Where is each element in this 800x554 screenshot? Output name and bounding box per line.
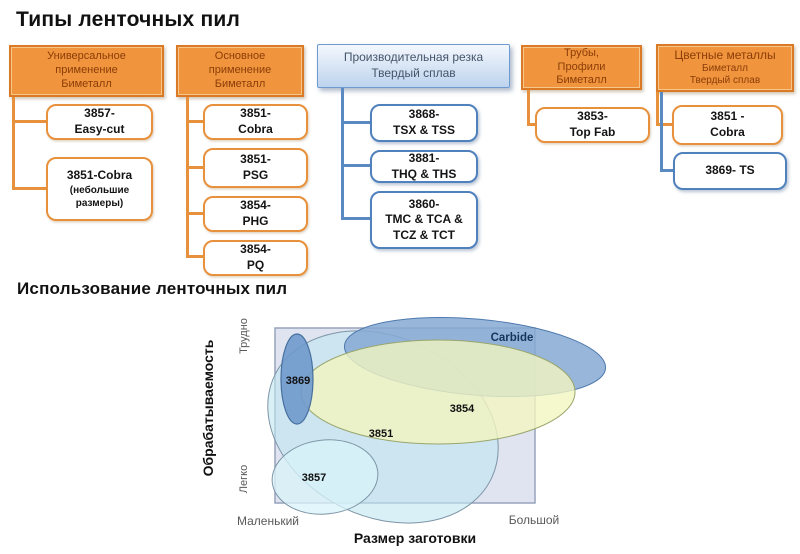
node-3854-pq: 3854- PQ: [203, 240, 308, 276]
connector-line: [186, 255, 203, 258]
header-sub-label: Биметалл Твердый сплав: [689, 62, 761, 87]
node-3851-cobra: 3851- Cobra: [203, 104, 308, 140]
label-3857: 3857: [302, 472, 326, 484]
node-3869-ts: 3869- TS: [673, 152, 787, 190]
node-3851-cobra-small: 3851-Cobra (небольшие размеры): [46, 157, 153, 221]
connector-line: [12, 120, 46, 123]
connector-line: [186, 97, 189, 258]
node-3851-psg: 3851- PSG: [203, 148, 308, 188]
x-axis-title: Размер заготовки: [354, 530, 476, 546]
node-3853-top-fab: 3853- Top Fab: [535, 107, 650, 143]
header-universal: Универсальное применение Биметалл: [9, 45, 164, 97]
x-tick-large: Большой: [509, 513, 560, 527]
node-3854-phg: 3854- PHG: [203, 196, 308, 232]
connector-line: [186, 120, 203, 123]
node-label: 3851-Cobra: [66, 168, 133, 183]
label-carbide: Carbide: [491, 332, 534, 344]
y-tick-easy: Легко: [238, 465, 250, 493]
connector-line: [656, 123, 672, 126]
label-3869: 3869: [286, 375, 310, 387]
connector-line: [656, 92, 659, 126]
header-main-label: Цветные металлы: [674, 48, 776, 63]
node-sublabel: (небольшие размеры): [69, 184, 130, 209]
connector-line: [341, 217, 370, 220]
types-title: Типы ленточных пил: [16, 8, 240, 31]
node-3860-tmc-tca-tcz-tct: 3860- TMC & TCA & TCZ & TCT: [370, 191, 478, 249]
connector-line: [12, 97, 15, 190]
y-axis-title: Обрабатываемость: [200, 339, 216, 476]
connector-line: [12, 187, 46, 190]
node-3857-easy-cut: 3857- Easy-cut: [46, 104, 153, 140]
connector-line: [186, 166, 203, 169]
connector-line: [660, 169, 673, 172]
usage-title: Использование ленточных пил: [17, 279, 288, 298]
node-3851-cobra-nonferrous: 3851 - Cobra: [672, 105, 783, 145]
connector-line: [527, 90, 530, 126]
header-productive-cutting: Производительная резка Твердый сплав: [317, 44, 510, 88]
connector-line: [660, 92, 663, 172]
ellipse-3854: [300, 339, 576, 445]
node-3881-thq-ths: 3881- THQ & THS: [370, 150, 478, 183]
connector-line: [341, 88, 344, 220]
connector-line: [527, 123, 537, 126]
ellipse-3869: [280, 333, 314, 425]
connector-line: [341, 121, 370, 124]
y-tick-hard: Трудно: [238, 318, 250, 354]
connector-line: [186, 212, 203, 215]
header-pipes-profiles: Трубы, Профили Биметалл: [521, 45, 642, 90]
label-3851: 3851: [369, 428, 393, 440]
ellipse-3857: [271, 439, 379, 515]
node-3868-tsx-tss: 3868- TSX & TSS: [370, 104, 478, 142]
header-nonferrous: Цветные металлы Биметалл Твердый сплав: [656, 44, 794, 92]
x-tick-small: Маленький: [237, 514, 299, 528]
label-3854: 3854: [450, 403, 475, 415]
header-main-application: Основное применение Биметалл: [176, 45, 304, 97]
connector-line: [341, 164, 370, 167]
